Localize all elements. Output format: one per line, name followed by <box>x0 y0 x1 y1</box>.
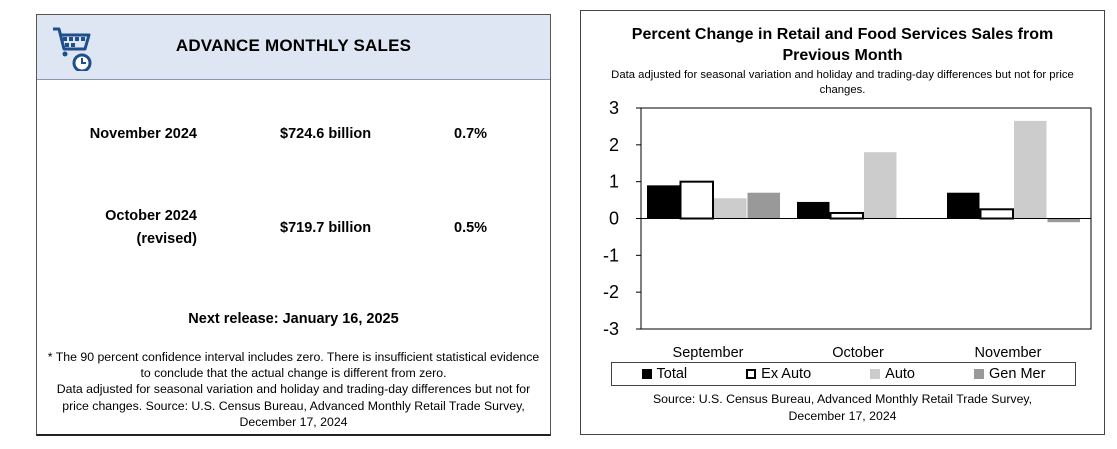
legend-label: Total <box>656 366 688 382</box>
legend-item-gen-mer: Gen Mer <box>974 366 1045 382</box>
y-tick-label: 1 <box>609 172 619 192</box>
x-category-label: November <box>975 345 1042 361</box>
bar-auto-october <box>864 152 897 219</box>
row-2-value: $719.7 billion <box>280 220 372 236</box>
footnote-confidence: * The 90 percent confidence interval inc… <box>47 350 540 381</box>
y-tick-label: 3 <box>609 98 619 118</box>
bar-auto-november <box>1014 120 1047 219</box>
y-tick-label: -1 <box>603 245 619 265</box>
card-header: ADVANCE MONTHLY SALES <box>37 15 550 80</box>
chart-card: Percent Change in Retail and Food Servic… <box>580 10 1105 435</box>
y-tick-label: 0 <box>609 209 619 229</box>
shopping-cart-clock-icon <box>53 27 92 71</box>
footnote: * The 90 percent confidence interval inc… <box>47 349 540 430</box>
bar-total-september <box>647 185 680 219</box>
bar-ex-auto-november <box>979 208 1014 220</box>
row-1-value: $724.6 billion <box>280 126 372 142</box>
bar-gen-mer-november <box>1047 218 1080 223</box>
chart-subtitle: Data adjusted for seasonal variation and… <box>611 69 1074 96</box>
row-2-month-note: (revised) <box>136 231 197 247</box>
bar-gen-mer-september <box>747 192 780 219</box>
legend-item-auto: Auto <box>870 366 915 382</box>
y-tick-label: -3 <box>603 319 619 339</box>
row-2-month: October 2024 <box>105 208 197 224</box>
legend-item-total: Total <box>641 366 688 382</box>
row-2-change: 0.5% <box>454 220 488 236</box>
next-release: Next release: January 16, 2025 <box>188 311 399 327</box>
bar-ex-auto-october <box>829 211 864 220</box>
chart-source: Source: U.S. Census Bureau, Advanced Mon… <box>652 392 1033 423</box>
legend-swatch <box>746 369 757 379</box>
legend-swatch <box>974 369 985 379</box>
bar-auto-september <box>714 198 747 219</box>
chart-title: Percent Change in Retail and Food Servic… <box>631 26 1054 64</box>
legend-label: Ex Auto <box>761 366 812 382</box>
row-1-change: 0.7% <box>454 126 488 142</box>
footnote-source: Data adjusted for seasonal variation and… <box>56 382 531 429</box>
bar-ex-auto-september <box>679 180 714 220</box>
legend-label: Gen Mer <box>989 366 1046 382</box>
legend-label: Auto <box>885 366 915 382</box>
bar-total-october <box>797 201 830 219</box>
y-tick-label: -2 <box>603 282 619 302</box>
legend-swatch <box>641 369 652 379</box>
advance-monthly-sales-card: ADVANCE MONTHLY SALES November 2024 $724… <box>36 14 551 436</box>
x-category-label: September <box>673 345 744 361</box>
legend-item-ex-auto: Ex Auto <box>746 366 811 382</box>
x-category-label: October <box>832 345 884 361</box>
bar-total-november <box>947 192 980 219</box>
card-title: ADVANCE MONTHLY SALES <box>175 36 412 55</box>
chart-legend: Total Ex Auto Auto Gen Mer <box>611 362 1076 386</box>
legend-swatch <box>870 369 881 379</box>
y-tick-label: 2 <box>609 135 619 155</box>
bar-chart: 3 2 1 0 -1 -2 -3 September October November <box>603 98 1092 361</box>
row-1-month: November 2024 <box>89 126 197 142</box>
